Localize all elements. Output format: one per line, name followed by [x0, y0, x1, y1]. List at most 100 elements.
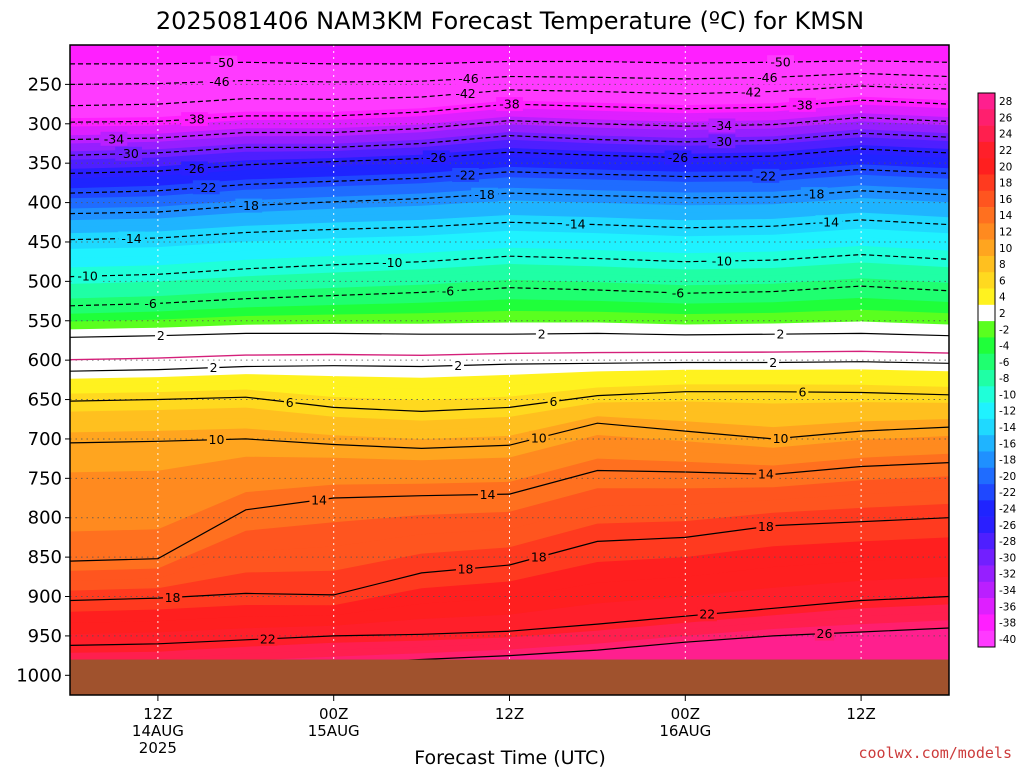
colorbar-swatch-4 [978, 158, 995, 175]
colorbar-frame [977, 92, 996, 648]
colorbar-swatch-6 [978, 190, 995, 208]
y-tick-label-950: 950 [28, 626, 62, 647]
isotherm-label-5-0: -30 [118, 146, 138, 161]
isotherm-label-bg-3-0 [181, 112, 208, 127]
isotherm-label-5-1: -30 [712, 134, 732, 149]
y-tick-label-600: 600 [28, 350, 62, 371]
isotherm-label-13-0: 2 [210, 360, 218, 375]
colorbar-label-3: 22 [999, 145, 1012, 157]
y-tick-label-1000: 1000 [16, 665, 62, 686]
isotherm-label-bg-17-3 [756, 519, 776, 534]
colorbar-swatch-7 [978, 207, 995, 224]
isotherm-label-bg-7-2 [752, 168, 780, 183]
colorbar-swatch-15 [978, 337, 995, 355]
isotherm-label-1-2: -46 [757, 70, 777, 85]
colorbar-swatch-26 [978, 516, 995, 534]
isotherm-label-bg-6-2 [664, 150, 692, 165]
isotherm-12 [70, 332, 949, 338]
plot-area: -50 -50-46 -46 -46-42 -42-38-38 -38-34-34-30-… [70, 45, 949, 695]
colorbar-label-23: -20 [999, 471, 1016, 483]
colorbar-label-16: -6 [999, 357, 1010, 369]
colorbar-label-33: -40 [999, 634, 1016, 646]
isotherm-label-13-2: 2 [769, 355, 777, 370]
isotherm-label-15-1: 10 [531, 430, 547, 445]
isotherm-label-bg-1-1 [455, 71, 482, 86]
y-tick-label-450: 450 [28, 232, 62, 253]
isotherm-label-8-2: -18 [804, 187, 824, 202]
y-tick-label-900: 900 [28, 587, 62, 608]
isotherm-label-2-1: -42 [741, 85, 761, 100]
isotherm-label-bg-8-1 [471, 187, 498, 202]
isotherm-label-bg-12-2 [774, 327, 787, 342]
isotherm-labels: -50 -50-46 -46 -46-42 -42-38-38 -38-34-34-30-… [74, 55, 843, 646]
isotherm-label-bg-16-1 [477, 487, 498, 502]
isotherm-label-10-0: -10 [77, 269, 97, 284]
isotherm-label-bg-17-2 [529, 550, 549, 565]
isotherm-label-bg-1-2 [753, 70, 781, 85]
colorbar-swatch-10 [978, 255, 995, 273]
colorbar-swatch-19 [978, 402, 995, 420]
isotherm-label-1-1: -46 [458, 71, 478, 86]
x-tick-label-6-0: 12Z [143, 705, 172, 723]
isotherm-label-3-2: -38 [792, 97, 812, 112]
colorbar-swatch-17 [978, 370, 995, 387]
isotherm-label-bg-10-0 [74, 269, 101, 284]
isotherm-label-bg-14-0 [283, 395, 296, 410]
isotherm-label-bg-14-2 [796, 384, 809, 399]
colorbar-label-14: -2 [999, 324, 1009, 336]
isotherm-label-19-0: 26 [817, 626, 833, 641]
x-tick-label-42-0: 00Z [671, 705, 700, 723]
isotherm-label-bg-15-0 [206, 432, 227, 447]
isotherm-label-17-0: 18 [165, 590, 181, 605]
colorbar-swatch-23 [978, 467, 995, 485]
isotherm-2 [70, 85, 949, 107]
isotherm-label-bg-17-1 [455, 561, 476, 576]
isotherm-label-bg-7-1 [452, 168, 479, 182]
isotherm-label-9-2: -14 [819, 215, 839, 230]
colorbar-label-2: 24 [999, 129, 1013, 141]
isotherm-label-17-2: 18 [531, 550, 547, 565]
isotherm-label-bg-9-0 [118, 231, 145, 246]
isotherm-label-8-0: -18 [239, 198, 259, 213]
colorbar-swatch-33 [978, 630, 995, 648]
colorbar-label-12: 4 [999, 292, 1006, 304]
x-tick-label-54-0: 12Z [846, 705, 875, 723]
colorbar-swatch-0 [978, 93, 995, 110]
isotherm-label-bg-11-0 [140, 296, 161, 311]
colorbar-label-9: 10 [999, 243, 1012, 255]
colorbar-label-29: -32 [999, 569, 1016, 581]
colorbar-label-18: -10 [999, 389, 1016, 401]
colorbar: 28 26 24 22 20 18 16 14 12 10 8 6 4 2 -2 -4 -6 -8 -10 -12 -1… [977, 92, 1016, 648]
isotherm-label-16-1: 14 [480, 487, 496, 502]
isotherm-5 [70, 132, 949, 156]
colorbar-swatch-29 [978, 565, 995, 583]
ground [70, 659, 949, 695]
isotherm-label-15-0: 10 [209, 432, 225, 447]
colorbar-label-31: -36 [999, 601, 1016, 613]
isotherm-label-0-0: -50 [214, 55, 234, 70]
isotherm-label-bg-16-0 [309, 493, 329, 507]
y-tick-label-750: 750 [28, 468, 62, 489]
isotherm-label-bg-8-2 [800, 187, 828, 202]
isotherm-label-3-0: -38 [184, 112, 204, 127]
isotherm-label-17-3: 18 [758, 519, 774, 534]
isotherm-label-bg-13-0 [207, 360, 220, 375]
colorbar-swatch-22 [978, 451, 995, 469]
isotherm-label-12-1: 2 [538, 326, 546, 341]
isotherm-label-0-1: -50 [770, 55, 790, 70]
isotherm-8 [70, 190, 949, 215]
colorbar-label-11: 6 [999, 275, 1006, 287]
colorbar-label-15: -4 [999, 341, 1010, 353]
colorbar-label-4: 20 [999, 161, 1012, 173]
isotherm-label-bg-18-0 [258, 631, 278, 646]
x-tick-label-18-0: 00Z [319, 705, 348, 723]
isotherm-label-15-2: 10 [773, 431, 789, 446]
x-axis-label: Forecast Time (UTC) [414, 747, 605, 768]
colorbar-label-13: 2 [999, 308, 1006, 320]
isotherm-label-17-1: 18 [458, 561, 474, 576]
isotherm-9 [70, 219, 949, 241]
y-tick-label-800: 800 [28, 508, 62, 529]
isotherm-4 [70, 116, 949, 141]
